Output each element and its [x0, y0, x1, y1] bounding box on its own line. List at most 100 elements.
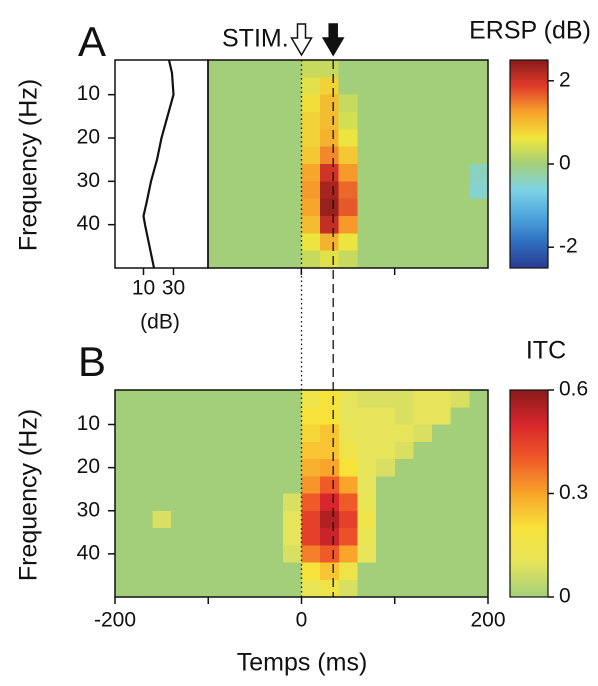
heatmap-cell: [226, 510, 247, 529]
heatmap-cell: [469, 407, 489, 426]
y-tick-label: 40: [77, 212, 100, 235]
heatmap-cell: [357, 233, 377, 252]
heatmap-cell: [376, 459, 396, 477]
heatmap-cell: [152, 407, 172, 426]
heatmap-cell: [245, 60, 265, 78]
heatmap-cell: [208, 146, 228, 165]
heatmap-cell: [282, 476, 303, 495]
heatmap-cell: [394, 164, 414, 182]
heatmap-cell: [189, 459, 209, 477]
plot-frame: [207, 59, 489, 269]
y-tick-label: 20: [77, 455, 100, 478]
heatmap-cell: [394, 216, 414, 234]
heatmap-cell: [376, 198, 396, 217]
heatmap-cell: [394, 390, 414, 408]
heatmap-cell: [226, 129, 246, 148]
heatmap-cell: [282, 60, 302, 78]
heatmap-cell: [413, 233, 433, 252]
heatmap-cell: [432, 77, 452, 96]
heatmap-cell: [133, 407, 153, 426]
heatmap-cell: [208, 579, 228, 598]
heatmap-cell: [413, 407, 433, 426]
heatmap-cell: [152, 545, 172, 564]
heatmap-cell: [450, 528, 470, 546]
heatmap-cell: [413, 94, 433, 113]
heatmap-cell: [301, 94, 321, 113]
heatmap-cell: [338, 146, 358, 165]
heatmap-cell: [208, 493, 228, 512]
heatmap-cell: [170, 476, 191, 495]
heatmap-cell: [226, 77, 246, 96]
heatmap-cell: [469, 216, 489, 234]
heatmap-cell: [115, 407, 135, 426]
heatmap-cell: [376, 94, 396, 113]
heatmap-cell: [376, 390, 396, 408]
heatmap-cell: [226, 146, 246, 165]
heatmap-cell: [376, 129, 396, 148]
heatmap-cell: [338, 545, 359, 564]
heatmap-cell: [376, 407, 396, 426]
heatmap-cell: [245, 545, 265, 564]
heatmap-cell: [264, 233, 284, 252]
heatmap-cell: [376, 164, 396, 182]
heatmap-cell: [469, 60, 489, 78]
heatmap-cell: [301, 390, 321, 408]
heatmap-cell: [245, 510, 265, 529]
heatmap-cell: [413, 129, 433, 148]
x-axis-label: Temps (ms): [237, 649, 368, 677]
heatmap-cell: [264, 390, 284, 408]
heatmap-cell: [282, 459, 303, 477]
heatmap-cell: [282, 510, 303, 529]
heatmap-cell: [376, 112, 396, 130]
heatmap-cell: [282, 493, 303, 512]
heatmap-cell: [469, 390, 489, 408]
heatmap-cell: [394, 579, 414, 598]
heatmap-cell: [338, 459, 359, 477]
heatmap-cell: [301, 424, 321, 443]
heatmap-cell: [264, 146, 284, 165]
heatmap-cell: [301, 579, 321, 598]
x-tick-label: -200: [94, 609, 136, 632]
db-tick-label: 10: [132, 277, 155, 300]
heatmap-cell: [376, 545, 396, 564]
heatmap-cell: [413, 493, 433, 512]
colorbar-tick-label: 0: [559, 152, 571, 175]
heatmap-cell: [432, 579, 452, 598]
heatmap-cell: [450, 250, 470, 269]
heatmap-cell: [226, 476, 247, 495]
colorbar: [509, 389, 549, 598]
heatmap-cell: [115, 510, 135, 529]
heatmap-cell: [432, 60, 452, 78]
heatmap-cell: [394, 441, 414, 460]
heatmap-cell: [357, 216, 377, 234]
heatmap-cell: [264, 493, 284, 512]
heatmap-cell: [432, 250, 452, 269]
heatmap-cell: [189, 562, 209, 581]
y-tick-label: 30: [77, 498, 100, 521]
heatmap-cell: [282, 164, 302, 182]
heatmap-cell: [320, 545, 340, 564]
heatmap-cell: [282, 579, 303, 598]
heatmap-cell: [413, 510, 433, 529]
heatmap-cell: [226, 441, 247, 460]
heatmap-cell: [245, 94, 265, 113]
heatmap-cell: [226, 545, 247, 564]
heatmap-cell: [394, 562, 414, 581]
heatmap-cell: [450, 562, 470, 581]
heatmap-cell: [301, 441, 321, 460]
heatmap-cell: [245, 181, 265, 200]
heatmap-cell: [338, 94, 358, 113]
heatmap-cell: [320, 407, 340, 426]
heatmap-cell: [208, 112, 228, 130]
heatmap-cell: [338, 198, 358, 217]
y-tick-label: 30: [77, 169, 100, 192]
heatmap-cell: [320, 424, 340, 443]
panel-letter: A: [78, 18, 106, 65]
heatmap-cell: [413, 216, 433, 234]
heatmap-cell: [432, 407, 452, 426]
heatmap-cell: [282, 233, 302, 252]
heatmap-cell: [450, 129, 470, 148]
heatmap-cell: [450, 407, 470, 426]
heatmap-cell: [282, 545, 303, 564]
heatmap-cell: [245, 216, 265, 234]
